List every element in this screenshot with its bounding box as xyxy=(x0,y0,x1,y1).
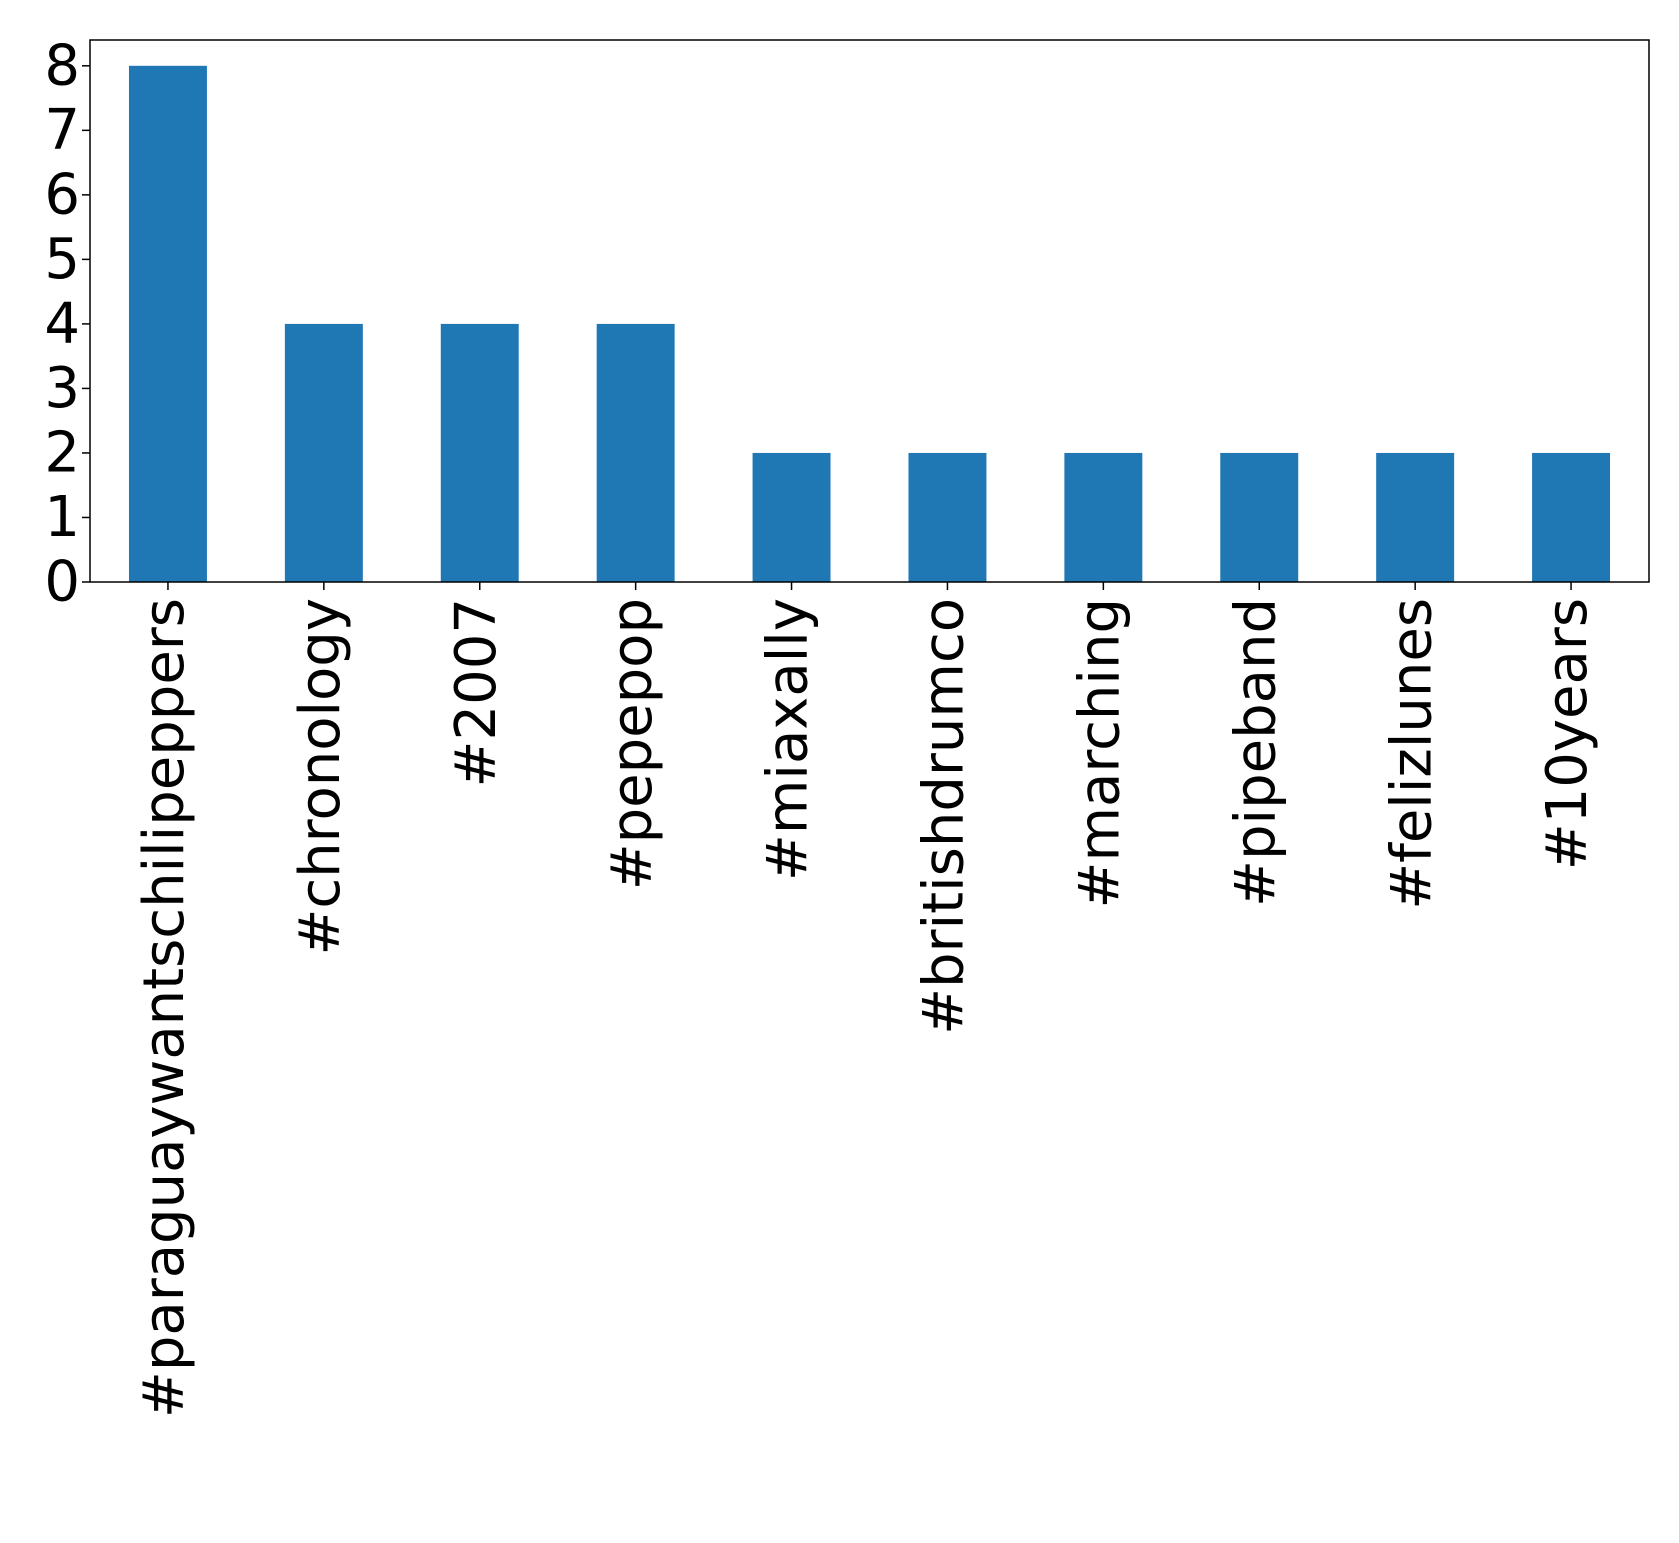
y-tick-label: 1 xyxy=(44,485,80,550)
x-axis: #paraguaywantschilipeppers #chronology #20… xyxy=(132,582,1600,1418)
bar xyxy=(440,323,519,582)
x-tick-label: #2007 xyxy=(444,598,509,787)
x-tick-label: #felizlunes xyxy=(1379,598,1444,910)
plot-area-frame xyxy=(89,39,1650,583)
y-tick-label: 4 xyxy=(44,291,80,356)
x-tick-label: #britishdrumco xyxy=(912,598,977,1035)
bar xyxy=(908,452,987,582)
bar xyxy=(128,65,207,583)
bar xyxy=(1220,452,1299,582)
x-tick-label: #paraguaywantschilipeppers xyxy=(132,598,197,1418)
y-tick-label: 6 xyxy=(44,162,80,227)
bar xyxy=(1376,452,1455,582)
bar xyxy=(1064,452,1143,582)
y-tick-label: 3 xyxy=(44,356,80,421)
x-tick-label: #10years xyxy=(1535,598,1600,870)
y-tick-label: 2 xyxy=(44,420,80,485)
x-tick-label: #miaxally xyxy=(756,598,821,881)
y-tick-label: 8 xyxy=(44,33,80,98)
bars-layer xyxy=(128,65,1611,583)
x-tick-label: #pepepop xyxy=(600,598,665,890)
y-tick-label: 7 xyxy=(44,98,80,163)
bar xyxy=(1532,452,1611,582)
x-tick-label: #chronology xyxy=(288,598,353,956)
bar xyxy=(284,323,363,582)
y-tick-label: 5 xyxy=(44,227,80,292)
bar xyxy=(596,323,675,582)
y-tick-label: 0 xyxy=(44,550,80,615)
bar xyxy=(752,452,831,582)
x-tick-label: #marching xyxy=(1067,598,1132,908)
x-tick-label: #pipeband xyxy=(1223,598,1288,907)
